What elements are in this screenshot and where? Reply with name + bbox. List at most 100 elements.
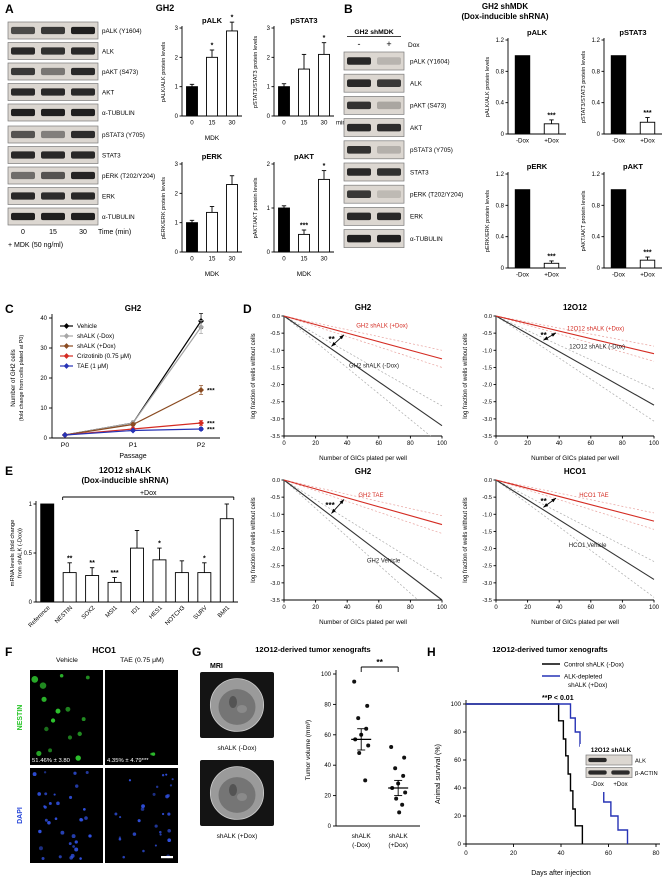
svg-text:Tumor volume (mm³): Tumor volume (mm³) [305,720,312,780]
svg-text:NOTCH3: NOTCH3 [165,605,187,627]
svg-text:HCO1 TAE: HCO1 TAE [579,493,608,499]
svg-text:+Dox: +Dox [640,272,656,279]
svg-text:pSTAT3/STAT3 protein levels: pSTAT3/STAT3 protein levels [581,51,587,124]
svg-text:log fraction of wells without: log fraction of wells without cells [251,497,257,582]
panel-d-lda-12o12-shalk: 0.0 -0.5 -1.0 -1.5 -2.0 -2.5 -3.0 -3.50 20 40 60 80… [463,303,660,462]
svg-text:100: 100 [437,605,448,611]
svg-text:80: 80 [454,729,461,736]
svg-text:40: 40 [40,316,47,322]
svg-text:0.8: 0.8 [592,203,601,209]
svg-text:GH2 TAE: GH2 TAE [358,493,383,499]
svg-text:0.4: 0.4 [592,101,601,107]
svg-text:20: 20 [312,441,319,447]
svg-text:51.46% ± 3.80: 51.46% ± 3.80 [32,758,71,764]
svg-text:20: 20 [510,850,517,857]
svg-text:MDK: MDK [297,271,312,278]
svg-text:0.8: 0.8 [496,69,505,75]
panel-b-chart-palk: 0 0.4 0.8 1.2 pALK pALK/ALK protein levels -Do… [485,28,566,145]
svg-text:NESTIN: NESTIN [17,705,24,731]
svg-text:pALK (Y1604): pALK (Y1604) [102,28,142,35]
svg-text:3: 3 [175,162,179,168]
svg-text:NESTIN: NESTIN [54,605,74,625]
svg-text:-0.5: -0.5 [270,495,280,501]
svg-text:12O12: 12O12 [563,303,588,312]
svg-text:1.2: 1.2 [592,172,601,178]
svg-text:***: *** [547,112,555,119]
panel-a-title: GH2 [155,3,175,13]
svg-text:*: * [211,43,214,50]
svg-text:0: 0 [597,132,601,138]
panel-g-mri-and-tumor-volume: MRI shALK (-Dox) shALK (+Dox) 0 20 40 60 80 100 T… [200,657,420,849]
svg-text:BMI1: BMI1 [217,605,232,620]
svg-text:100: 100 [649,605,660,611]
svg-text:100: 100 [437,441,448,447]
svg-text:0: 0 [464,850,468,857]
svg-text:15: 15 [209,120,216,127]
svg-text:**: ** [540,497,547,506]
svg-text:40: 40 [556,441,563,447]
svg-text:15: 15 [301,256,308,263]
panel-b-title-line1: GH2 shMDK [481,2,529,11]
svg-text:60: 60 [587,605,594,611]
svg-text:0.4: 0.4 [496,101,505,107]
svg-text:60: 60 [375,605,382,611]
svg-text:60: 60 [375,441,382,447]
svg-text:Crizotinib (0.75 μM): Crizotinib (0.75 μM) [77,353,131,360]
svg-text:(-Dox): (-Dox) [352,842,370,849]
panel-a-western-blot-group2: pSTAT3 (Y705) STAT3 pERK (T202/Y204) ERK α-T… [7,125,155,226]
panel-a-lane-label-30: 30 [79,229,87,236]
panel-a-time-label: Time (min) [98,229,132,236]
svg-text:-2.0: -2.0 [482,547,492,553]
svg-text:α-TUBULIN: α-TUBULIN [410,236,443,243]
svg-text:-3.0: -3.0 [482,417,492,423]
svg-text:GH2 Vehicle: GH2 Vehicle [367,558,401,564]
svg-text:0: 0 [175,114,179,120]
svg-text:100: 100 [451,701,462,708]
svg-text:1.2: 1.2 [496,38,505,44]
svg-text:***: *** [643,250,651,257]
svg-text:ID1: ID1 [131,605,142,616]
svg-text:0.8: 0.8 [496,203,505,209]
svg-text:pSTAT3: pSTAT3 [619,28,646,37]
svg-text:*: * [231,15,234,22]
svg-text:pAKT: pAKT [623,162,643,171]
svg-text:pALK (Y1604): pALK (Y1604) [410,58,450,65]
svg-text:**: ** [328,335,335,344]
svg-text:0: 0 [190,120,194,127]
panel-c-label: C [5,302,14,316]
svg-text:0: 0 [267,250,271,256]
panel-f-label: F [5,645,13,659]
svg-text:***: *** [207,427,215,434]
svg-text:-3.5: -3.5 [482,434,492,440]
svg-text:0.4: 0.4 [496,235,505,241]
svg-text:HCO1: HCO1 [564,467,587,476]
panel-a-lane-label-15: 15 [49,229,57,236]
svg-text:-2.5: -2.5 [482,400,492,406]
svg-text:60: 60 [324,733,331,739]
svg-text:*: * [323,163,326,170]
panel-g-title: 12O12-derived tumor xenografts [255,645,371,654]
svg-text:**: ** [540,331,547,340]
svg-text:GH2 shMDK: GH2 shMDK [354,29,393,36]
svg-text:Passage: Passage [119,453,146,460]
svg-text:0: 0 [282,120,286,127]
panel-e-title-line2: (Dox-inducible shRNA) [81,476,169,485]
svg-text:80: 80 [407,441,414,447]
svg-text:+Dox: +Dox [640,138,656,145]
svg-text:20: 20 [312,605,319,611]
svg-text:α-TUBULIN: α-TUBULIN [102,214,135,221]
svg-text:0.5: 0.5 [24,551,33,557]
svg-text:-1.5: -1.5 [270,529,280,535]
svg-text:MDK: MDK [205,135,220,142]
svg-text:-0.5: -0.5 [270,331,280,337]
svg-text:0: 0 [597,266,601,272]
svg-text:min: min [336,121,346,127]
panel-e-label: E [5,464,14,478]
svg-text:Number of GH2 cells: Number of GH2 cells [10,349,17,406]
panel-a-chart-pstat3: 0 1 2 3 pSTAT3 pSTAT3/STAT3 protein levels 0 15… [253,16,346,127]
svg-text:0.0: 0.0 [484,478,492,484]
svg-text:+Dox: +Dox [544,272,560,279]
svg-text:30: 30 [229,256,236,263]
